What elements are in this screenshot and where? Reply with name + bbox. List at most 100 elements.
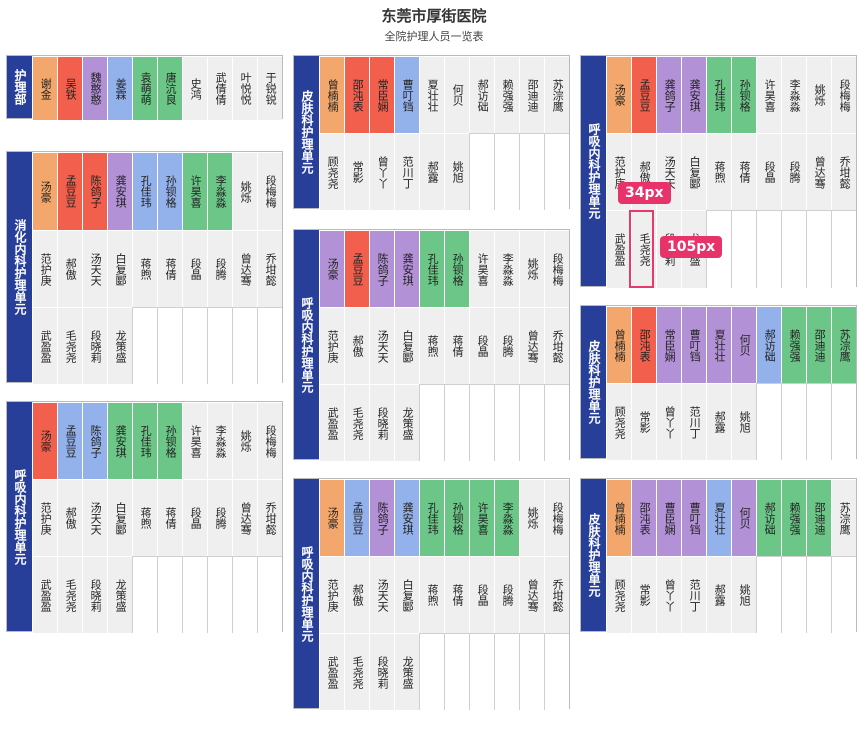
staff-name-cell: 蒋煦 xyxy=(419,556,444,633)
staff-name-cell: 蒋煦 xyxy=(706,133,731,210)
staff-name-cell: 郝傲 xyxy=(344,307,369,384)
empty-cell xyxy=(132,307,157,384)
staff-name-cell: 蒋倩 xyxy=(444,307,469,384)
staff-name-cell: 吴铁 xyxy=(57,56,82,120)
staff-name-cell: 苏淙鹰 xyxy=(831,479,856,556)
staff-name-cell: 何贝 xyxy=(444,56,469,133)
staff-name-cell: 姚旭 xyxy=(731,556,756,633)
staff-name-cell: 姚烁 xyxy=(519,479,544,556)
unit-label: 呼吸内科护理单元 xyxy=(7,402,32,631)
empty-cell xyxy=(494,133,519,210)
staff-name-cell: 夏壮壮 xyxy=(419,56,444,133)
staff-name-cell: 毛尧尧 xyxy=(631,210,656,288)
unit-label: 呼吸内科护理单元 xyxy=(294,479,319,708)
staff-name-cell: 段腾 xyxy=(207,479,232,556)
empty-cell xyxy=(232,556,257,633)
staff-name-cell: 曾楠楠 xyxy=(606,306,631,383)
staff-name-cell: 孟豆豆 xyxy=(57,402,82,479)
staff-grid: 谢金 吴铁 魏憨憨 姜霖 袁萌萌 唐沆良 史鸿 武倩倩 叶悦悦 于锐锐 xyxy=(32,56,282,120)
staff-grid: 汤豪 孟豆豆 龚鸽子 龚安琪 孔佳玮 孙钡格 许昊喜 李淼淼 姚烁 段梅梅 范护庚 郝傲 汤天天 白复郾蒋… xyxy=(606,56,856,288)
staff-name-cell: 蒋煦 xyxy=(132,230,157,307)
staff-name-cell: 汤天天 xyxy=(369,556,394,633)
empty-cell xyxy=(544,384,569,461)
staff-name-cell: 唐沆良 xyxy=(157,56,182,120)
unit-label: 护理部 xyxy=(7,56,32,118)
staff-name-cell: 白复郾 xyxy=(394,556,419,633)
empty-cell xyxy=(806,210,831,288)
staff-name-cell: 姚旭 xyxy=(444,133,469,210)
staff-name-cell: 毛尧尧 xyxy=(57,556,82,633)
staff-name-cell: 陈鸽子 xyxy=(82,152,107,230)
staff-grid: 汤豪 孟豆豆 陈鸽子 龚安琪 孔佳玮 孙钡格 许昊喜 李淼淼 姚烁 段梅梅 范护庚 郝傲 汤天天 白复郾蒋… xyxy=(32,402,282,633)
unit-panel: 呼吸内科护理单元 汤豪 孟豆豆 陈鸽子 龚安琪 孔佳玮 孙钡格 许昊喜 李淼淼 姚烁 段梅梅 范护庚郝… xyxy=(6,401,283,633)
empty-cell xyxy=(444,633,469,710)
staff-name-cell: 蒋倩 xyxy=(157,479,182,556)
staff-name-cell: 汤豪 xyxy=(319,230,344,307)
unit-panel: 皮肤科护理单元 曾楠楠 邵沌表 常臣娴 曹叮铛 夏壮壮 何贝 郝访础 赖强强 邵迪迪 苏淙鹰 顾尧尧常… xyxy=(293,55,570,210)
staff-name-cell: 龙策盛 xyxy=(394,384,419,461)
staff-name-cell: 范川丁 xyxy=(681,556,706,633)
staff-name-cell: 许昊喜 xyxy=(182,402,207,479)
staff-name-cell: 蒋煦 xyxy=(419,307,444,384)
staff-name-cell: 曾丫丫 xyxy=(369,133,394,210)
staff-name-cell: 白复郾 xyxy=(681,133,706,210)
staff-name-cell: 白复郾 xyxy=(107,479,132,556)
staff-name-cell: 曾达骞 xyxy=(519,556,544,633)
staff-name-cell: 孙钡格 xyxy=(444,230,469,307)
staff-name-cell: 邵沌表 xyxy=(631,306,656,383)
staff-name-cell: 李淼淼 xyxy=(494,479,519,556)
empty-cell xyxy=(519,633,544,710)
staff-name-cell: 曹叮铛 xyxy=(394,56,419,133)
staff-name-cell: 赖强强 xyxy=(494,56,519,133)
staff-name-cell: 汤天天 xyxy=(82,230,107,307)
staff-name-cell: 邵沌表 xyxy=(344,56,369,133)
staff-name-cell: 曾楠楠 xyxy=(606,479,631,556)
staff-name-cell: 夏壮壮 xyxy=(706,479,731,556)
staff-name-cell: 毛尧尧 xyxy=(344,633,369,710)
empty-cell xyxy=(207,556,232,633)
page-subtitle: 全院护理人员一览表 xyxy=(384,30,484,43)
staff-name-cell: 龚安琪 xyxy=(394,479,419,556)
staff-name-cell: 段晶 xyxy=(182,479,207,556)
staff-grid: 曾楠楠 邵沌表 常臣娴 曹叮铛 夏壮壮 何贝 郝访础 赖强强 邵迪迪 苏淙鹰 顾尧尧 常影 曾丫丫 范川丁… xyxy=(319,56,569,210)
staff-name-cell: 陈鸽子 xyxy=(82,402,107,479)
staff-name-cell: 范川丁 xyxy=(394,133,419,210)
empty-cell xyxy=(182,307,207,384)
staff-name-cell: 郝露 xyxy=(419,133,444,210)
staff-grid: 汤豪 孟豆豆 陈鸽子 龚安琪 孔佳玮 孙钡格 许昊喜 李淼淼 姚烁 段梅梅 范护庚 郝傲 汤天天 白复郾蒋… xyxy=(319,230,569,461)
empty-cell xyxy=(157,307,182,384)
staff-name-cell: 何贝 xyxy=(731,479,756,556)
staff-name-cell: 汤豪 xyxy=(606,56,631,133)
empty-cell xyxy=(469,133,494,210)
staff-name-cell: 郝露 xyxy=(706,383,731,460)
staff-name-cell: 姚烁 xyxy=(519,230,544,307)
staff-name-cell: 段腾 xyxy=(781,133,806,210)
empty-cell xyxy=(494,633,519,710)
staff-name-cell: 许昊喜 xyxy=(469,479,494,556)
page-title: 东莞市厚街医院 xyxy=(381,7,487,25)
staff-name-cell: 范护庚 xyxy=(32,230,57,307)
staff-name-cell: 曹臣娴 xyxy=(656,479,681,556)
staff-name-cell: 孙钡格 xyxy=(444,479,469,556)
staff-name-cell: 汤豪 xyxy=(32,152,57,230)
staff-name-cell: 汤豪 xyxy=(319,479,344,556)
staff-name-cell: 姜霖 xyxy=(107,56,132,120)
staff-name-cell: 乔坩懿 xyxy=(257,230,282,307)
staff-grid: 汤豪 孟豆豆 陈鸽子 龚安琪 孔佳玮 孙钡格 许昊喜 李淼淼 姚烁 段梅梅 范护庚 郝傲 汤天天 白复郾蒋… xyxy=(32,152,282,384)
staff-name-cell: 白复郾 xyxy=(394,307,419,384)
staff-name-cell: 龚安琪 xyxy=(107,152,132,230)
staff-name-cell: 段腾 xyxy=(207,230,232,307)
staff-name-cell: 龚安琪 xyxy=(681,56,706,133)
empty-cell xyxy=(519,384,544,461)
staff-name-cell: 蒋倩 xyxy=(444,556,469,633)
staff-name-cell: 曾达骞 xyxy=(232,479,257,556)
staff-name-cell: 郝傲 xyxy=(57,230,82,307)
staff-name-cell: 蒋倩 xyxy=(731,133,756,210)
unit-label: 皮肤科护理单元 xyxy=(294,56,319,208)
staff-grid: 曾楠楠 邵沌表 常臣娴 曹叮铛 夏壮壮 何贝 郝访础 赖强强 邵迪迪 苏淙鹰 顾尧尧 常影 曾丫丫 范川丁… xyxy=(606,306,856,460)
staff-name-cell: 乔坩懿 xyxy=(544,307,569,384)
staff-name-cell: 乔坩懿 xyxy=(257,479,282,556)
staff-name-cell: 范护庚 xyxy=(319,307,344,384)
staff-name-cell: 陈鸽子 xyxy=(369,479,394,556)
empty-cell xyxy=(419,384,444,461)
